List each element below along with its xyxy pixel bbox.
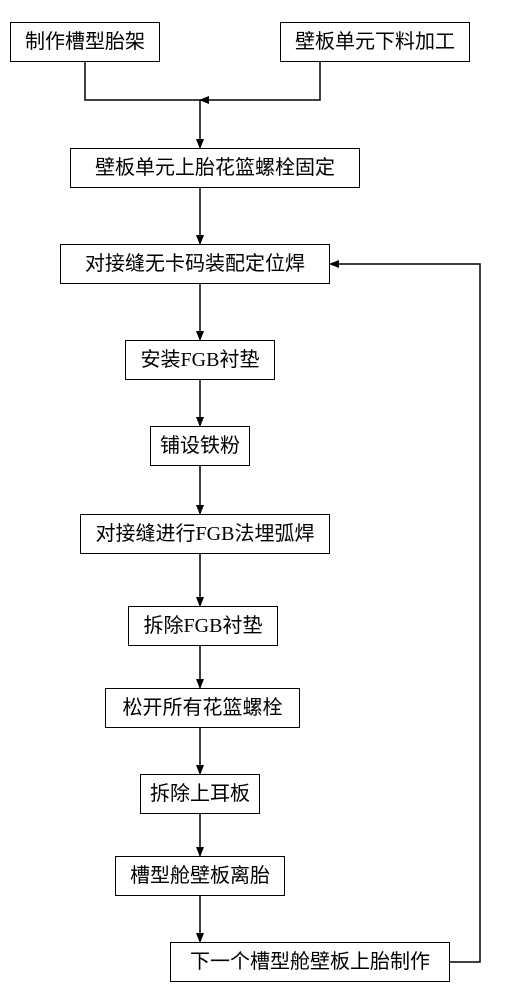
flow-node-label: 安装FGB衬垫	[141, 348, 260, 372]
flow-node-label: 拆除FGB衬垫	[144, 614, 263, 638]
flow-edge-n2-n3	[200, 62, 320, 100]
flow-node-n6: 铺设铁粉	[150, 426, 250, 466]
flow-edge-n1-n3	[85, 62, 200, 148]
flow-node-n12: 下一个槽型舱壁板上胎制作	[170, 942, 450, 982]
flow-node-label: 壁板单元上胎花篮螺栓固定	[95, 156, 335, 180]
flow-node-n2: 壁板单元下料加工	[280, 22, 470, 62]
flow-node-n9: 松开所有花篮螺栓	[105, 688, 300, 728]
flow-node-n5: 安装FGB衬垫	[125, 340, 275, 380]
flow-node-label: 下一个槽型舱壁板上胎制作	[190, 950, 430, 974]
flow-node-label: 拆除上耳板	[150, 782, 250, 806]
flow-node-label: 铺设铁粉	[160, 434, 240, 458]
flow-edge-n12-n4	[330, 264, 480, 962]
flow-node-label: 制作槽型胎架	[25, 30, 145, 54]
flow-node-n4: 对接缝无卡码装配定位焊	[60, 244, 330, 284]
flow-node-label: 对接缝无卡码装配定位焊	[85, 252, 305, 276]
flow-node-n1: 制作槽型胎架	[10, 22, 160, 62]
flow-node-n10: 拆除上耳板	[140, 774, 260, 814]
flow-node-n3: 壁板单元上胎花篮螺栓固定	[70, 148, 360, 188]
flow-node-n7: 对接缝进行FGB法埋弧焊	[80, 514, 330, 554]
flow-node-n11: 槽型舱壁板离胎	[115, 856, 285, 896]
flow-node-n8: 拆除FGB衬垫	[128, 606, 278, 646]
flow-node-label: 对接缝进行FGB法埋弧焊	[96, 522, 315, 546]
flow-node-label: 槽型舱壁板离胎	[130, 864, 270, 888]
flow-node-label: 松开所有花篮螺栓	[123, 696, 283, 720]
flow-node-label: 壁板单元下料加工	[295, 30, 455, 54]
